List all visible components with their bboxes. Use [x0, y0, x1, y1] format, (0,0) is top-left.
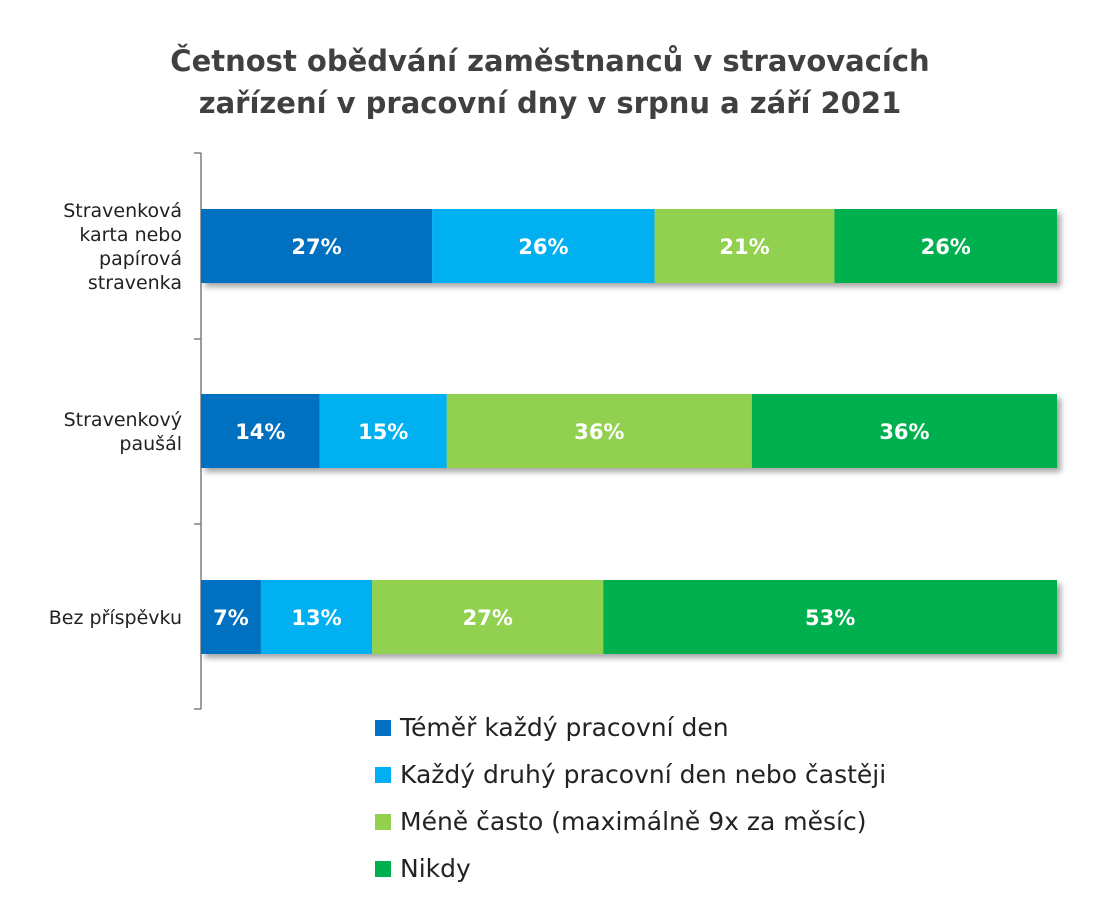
category-label-line: karta nebo — [79, 224, 182, 246]
legend-label: Nikdy — [400, 854, 471, 883]
bar-value-label-3-2: 13% — [291, 606, 341, 630]
bar-row-1 — [201, 209, 1057, 283]
legend-swatch — [375, 766, 391, 783]
bar-row-labels-3: 7% 13% 27% 53% — [213, 606, 855, 630]
bar-value-label-1-2: 26% — [518, 235, 568, 259]
category-label-line: papírová — [99, 248, 182, 270]
bar-row-3 — [201, 580, 1057, 654]
legend-swatch — [375, 813, 391, 830]
legend-label: Téměř každý pracovní den — [400, 713, 729, 742]
chart-title: Četnost obědvání zaměstnanců v stravovac… — [0, 40, 1100, 124]
bar-segment-1-2 — [432, 209, 655, 283]
category-label-2: Stravenkový paušál — [64, 409, 182, 455]
bar-value-label-1-4: 26% — [921, 235, 971, 259]
bar-segment-2-3 — [446, 394, 752, 468]
legend-item-3: Méně často (maximálně 9x za měsíc) — [375, 798, 886, 845]
legend-label: Méně často (maximálně 9x za měsíc) — [400, 807, 867, 836]
legend-label: Každý druhý pracovní den nebo častěji — [400, 760, 887, 789]
bar-segment-3-4 — [603, 580, 1057, 654]
bar-value-label-1-3: 21% — [719, 235, 769, 259]
bar-value-label-3-1: 7% — [213, 606, 249, 630]
bar-value-label-2-4: 36% — [879, 420, 929, 444]
chart-title-line-1: Četnost obědvání zaměstnanců v stravovac… — [170, 44, 930, 78]
bar-row-labels-1: 27% 26% 21% 26% — [291, 235, 970, 259]
category-label-line: paušál — [119, 433, 182, 455]
bar-segment-1-1 — [201, 209, 433, 283]
category-label-line: stravenka — [88, 272, 182, 294]
category-label-line: Stravenkový — [64, 409, 182, 431]
bar-segment-2-2 — [319, 394, 447, 468]
bar-value-label-3-3: 27% — [463, 606, 513, 630]
bar-value-label-2-1: 14% — [235, 420, 285, 444]
bar-segment-2-1 — [201, 394, 320, 468]
category-label-line: Bez příspěvku — [49, 607, 182, 629]
bar-segment-1-4 — [834, 209, 1057, 283]
bar-segment-3-1 — [201, 580, 261, 654]
bar-value-label-2-2: 15% — [358, 420, 408, 444]
bar-row-labels-2: 14% 15% 36% 36% — [235, 420, 929, 444]
bar-row-2 — [201, 394, 1057, 468]
bar-value-label-2-3: 36% — [574, 420, 624, 444]
bar-value-label-1-1: 27% — [291, 235, 341, 259]
legend-swatch — [375, 860, 391, 877]
legend: Téměř každý pracovní den Každý druhý prac… — [375, 704, 886, 892]
category-label-line: Stravenková — [63, 200, 182, 222]
legend-item-2: Každý druhý pracovní den nebo častěji — [375, 751, 886, 798]
bar-value-label-3-4: 53% — [805, 606, 855, 630]
category-label-1: Stravenková karta nebo papírová stravenka — [63, 200, 182, 294]
bar-segment-3-3 — [372, 580, 604, 654]
legend-item-1: Téměř každý pracovní den — [375, 704, 886, 751]
bar-segment-2-4 — [751, 394, 1057, 468]
bar-segment-1-3 — [654, 209, 835, 283]
bar-segment-3-2 — [260, 580, 373, 654]
legend-item-4: Nikdy — [375, 845, 886, 892]
legend-swatch — [375, 719, 391, 736]
category-label-3: Bez příspěvku — [49, 607, 182, 629]
chart-title-line-2: zařízení v pracovní dny v srpnu a září 2… — [198, 86, 902, 120]
